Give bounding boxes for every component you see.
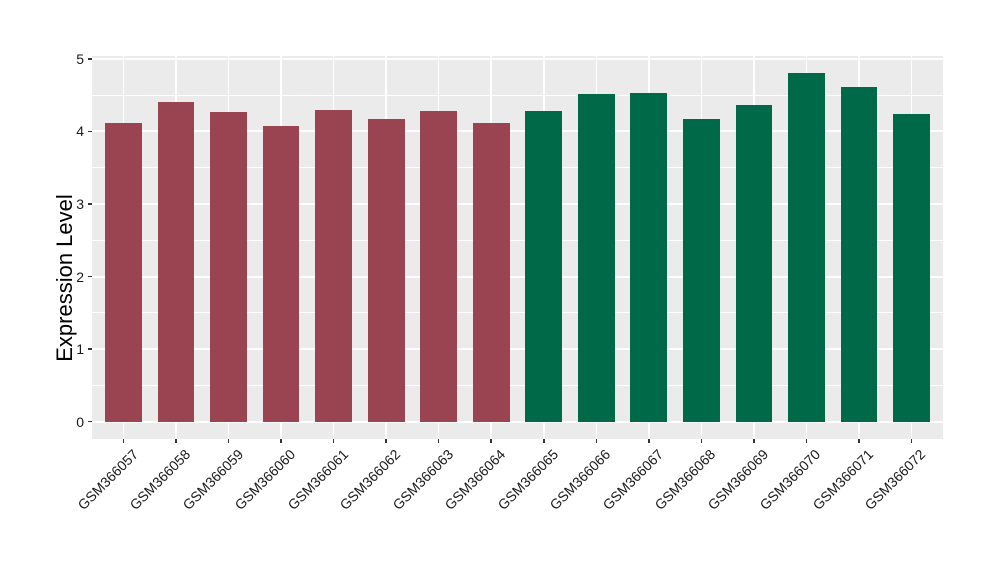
x-tick-mark	[805, 439, 808, 443]
bar	[682, 119, 720, 422]
gridline-minor	[92, 312, 943, 314]
bar	[262, 126, 300, 422]
gridline-minor	[92, 384, 943, 386]
x-tick-mark	[648, 439, 650, 443]
bar	[420, 111, 458, 422]
x-tick-mark	[858, 439, 860, 443]
bar	[367, 119, 405, 422]
x-tick-label: GSM366059	[178, 446, 246, 513]
y-tick-mark	[88, 348, 92, 350]
bar	[840, 87, 878, 422]
x-tick-label: GSM366067	[599, 446, 667, 513]
x-tick-mark	[490, 439, 492, 443]
gridline-major	[92, 420, 943, 423]
x-tick-label: GSM366057	[73, 446, 141, 513]
x-tick-mark	[910, 439, 913, 443]
x-tick-label: GSM366063	[389, 446, 457, 513]
y-tick-mark	[88, 130, 92, 133]
bar	[630, 92, 668, 422]
y-tick-mark	[88, 58, 92, 60]
x-tick-mark	[595, 439, 598, 443]
x-tick-label: GSM366071	[809, 446, 877, 513]
y-tick-label: 5	[76, 50, 84, 67]
x-tick-mark	[385, 439, 387, 443]
y-tick-mark	[88, 275, 92, 278]
x-tick-mark	[175, 439, 177, 443]
x-tick-mark	[227, 439, 230, 443]
bar	[577, 94, 615, 422]
gridline-minor	[92, 94, 943, 96]
x-tick-mark	[332, 439, 335, 443]
x-tick-label: GSM366060	[231, 446, 299, 513]
bar	[788, 73, 825, 422]
x-tick-label: GSM366065	[494, 446, 562, 513]
gridline-major	[92, 57, 943, 60]
y-tick-label: 3	[76, 195, 84, 212]
bar	[525, 111, 563, 422]
bar	[315, 110, 353, 422]
x-tick-label: GSM366061	[284, 446, 351, 513]
x-tick-mark	[543, 439, 545, 443]
y-tick-label: 4	[76, 123, 84, 140]
y-tick-label: 2	[76, 268, 84, 285]
gridline-minor	[92, 167, 943, 169]
gridline-major	[92, 348, 943, 351]
x-tick-mark	[700, 439, 703, 443]
x-tick-mark	[437, 439, 440, 443]
gridline-minor	[92, 239, 943, 241]
bar	[735, 104, 773, 422]
gridline-major	[92, 130, 943, 133]
x-tick-mark	[280, 439, 282, 443]
x-tick-label: GSM366064	[441, 446, 509, 513]
x-tick-mark	[753, 439, 755, 443]
x-tick-label: GSM366069	[704, 446, 772, 513]
gridline-major	[92, 202, 943, 205]
x-tick-label: GSM366070	[756, 446, 824, 513]
x-tick-label: GSM366068	[651, 446, 719, 513]
bar	[157, 101, 195, 422]
y-tick-mark	[88, 203, 92, 205]
x-tick-label: GSM366072	[861, 446, 929, 513]
gridline-major	[92, 275, 943, 278]
x-tick-label: GSM366062	[336, 446, 404, 513]
y-tick-mark	[88, 420, 92, 423]
bar	[893, 114, 930, 422]
x-tick-label: GSM366058	[126, 446, 194, 513]
x-tick-label: GSM366066	[546, 446, 614, 513]
chart-panel	[92, 56, 943, 439]
bar	[210, 111, 247, 422]
y-tick-label: 0	[76, 413, 84, 430]
bar	[472, 123, 510, 422]
y-tick-label: 1	[76, 341, 84, 358]
x-tick-mark	[122, 439, 125, 443]
bar	[105, 122, 142, 422]
